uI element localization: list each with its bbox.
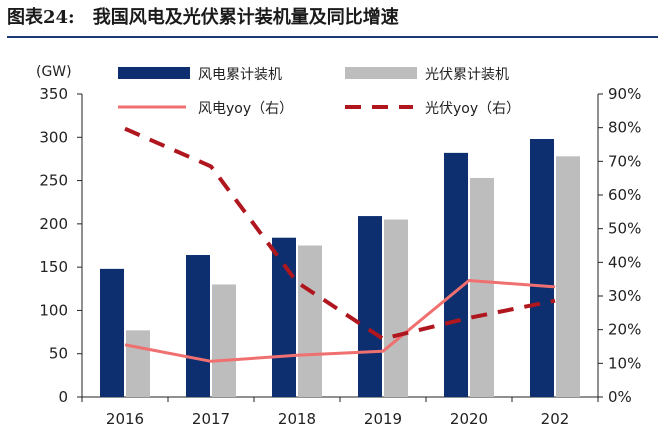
- figure-caption: 我国风电及光伏累计装机量及同比增速: [92, 7, 399, 28]
- bar-wind: [186, 255, 210, 397]
- bar-solar: [470, 177, 494, 397]
- y-left-tick-label: 200: [39, 215, 68, 233]
- y-right-tick-label: 40%: [608, 253, 641, 271]
- legend-label: 光伏yoy（右）: [425, 101, 520, 117]
- line-solar-yoy: [124, 126, 556, 341]
- legend-swatch: [345, 67, 417, 79]
- bar-solar: [212, 284, 236, 397]
- x-tick-label: 2018: [278, 410, 316, 428]
- y-left-tick-label: 300: [39, 128, 68, 146]
- bar-wind: [530, 139, 554, 397]
- legend-label: 光伏累计装机: [425, 67, 509, 83]
- y-left-tick-label: 50: [49, 345, 68, 363]
- figure-number: 图表24:: [7, 7, 75, 28]
- y-right-tick-label: 0%: [608, 388, 632, 406]
- y-left-tick-label: 350: [39, 85, 68, 103]
- bar-wind: [444, 152, 468, 397]
- bar-solar: [298, 245, 322, 397]
- y-right-tick-label: 90%: [608, 85, 641, 103]
- x-tick-label: 2019: [364, 410, 402, 428]
- bar-wind: [100, 268, 124, 397]
- y-right-tick-label: 50%: [608, 220, 641, 238]
- title-underline: [7, 36, 658, 38]
- y-right-tick-label: 30%: [608, 287, 641, 305]
- x-tick-label: 2016: [106, 410, 144, 428]
- bar-wind: [358, 216, 382, 397]
- y-right-tick-label: 10%: [608, 354, 641, 372]
- x-tick-label: 2017: [192, 410, 230, 428]
- legend-swatch: [118, 67, 190, 79]
- figure-title: 图表24: 我国风电及光伏累计装机量及同比增速: [7, 3, 657, 33]
- y-left-tick-label: 100: [39, 301, 68, 319]
- legend-label: 风电yoy（右）: [198, 101, 293, 117]
- y-left-tick-label: 150: [39, 258, 68, 276]
- y-left-tick-label: 0: [58, 388, 68, 406]
- y-left-tick-label: 250: [39, 172, 68, 190]
- y-right-tick-label: 20%: [608, 321, 641, 339]
- y-right-tick-label: 70%: [608, 152, 641, 170]
- y-axis-unit-label: (GW): [36, 64, 72, 80]
- line-wind-yoy: [124, 279, 556, 363]
- bar-solar: [384, 219, 408, 397]
- bar-wind: [272, 237, 296, 397]
- bar-solar: [556, 156, 580, 397]
- y-right-tick-label: 60%: [608, 186, 641, 204]
- x-tick-label: 202: [541, 410, 570, 428]
- legend-label: 风电累计装机: [198, 67, 282, 83]
- bar-solar: [126, 330, 150, 397]
- y-right-tick-label: 80%: [608, 119, 641, 137]
- x-tick-label: 2020: [450, 410, 488, 428]
